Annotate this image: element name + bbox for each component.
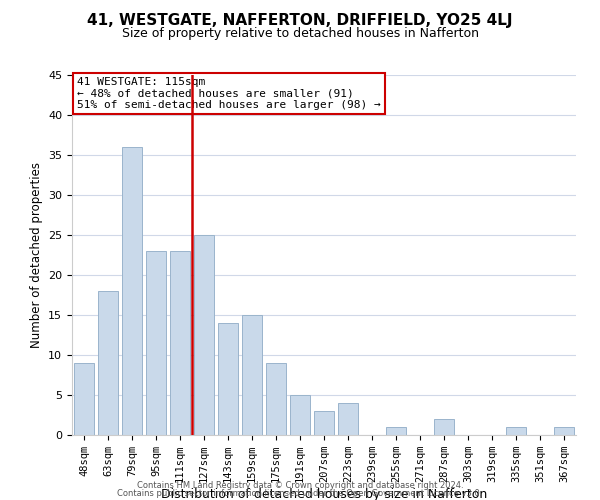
Bar xyxy=(194,235,214,435)
Bar xyxy=(98,291,118,435)
Text: 41, WESTGATE, NAFFERTON, DRIFFIELD, YO25 4LJ: 41, WESTGATE, NAFFERTON, DRIFFIELD, YO25… xyxy=(87,12,513,28)
Bar xyxy=(434,419,454,435)
Bar xyxy=(506,427,526,435)
Bar xyxy=(242,315,262,435)
Bar xyxy=(554,427,574,435)
Y-axis label: Number of detached properties: Number of detached properties xyxy=(29,162,43,348)
Bar xyxy=(338,403,358,435)
Bar xyxy=(74,363,94,435)
X-axis label: Distribution of detached houses by size in Nafferton: Distribution of detached houses by size … xyxy=(161,488,487,500)
Bar xyxy=(218,323,238,435)
Text: 41 WESTGATE: 115sqm
← 48% of detached houses are smaller (91)
51% of semi-detach: 41 WESTGATE: 115sqm ← 48% of detached ho… xyxy=(77,77,381,110)
Text: Size of property relative to detached houses in Nafferton: Size of property relative to detached ho… xyxy=(121,28,479,40)
Bar xyxy=(386,427,406,435)
Bar xyxy=(170,251,190,435)
Text: Contains public sector information licensed under the Open Government Licence v3: Contains public sector information licen… xyxy=(118,488,482,498)
Bar xyxy=(314,411,334,435)
Bar xyxy=(266,363,286,435)
Text: Contains HM Land Registry data © Crown copyright and database right 2024.: Contains HM Land Registry data © Crown c… xyxy=(137,481,463,490)
Bar xyxy=(122,147,142,435)
Bar xyxy=(146,251,166,435)
Bar xyxy=(290,395,310,435)
